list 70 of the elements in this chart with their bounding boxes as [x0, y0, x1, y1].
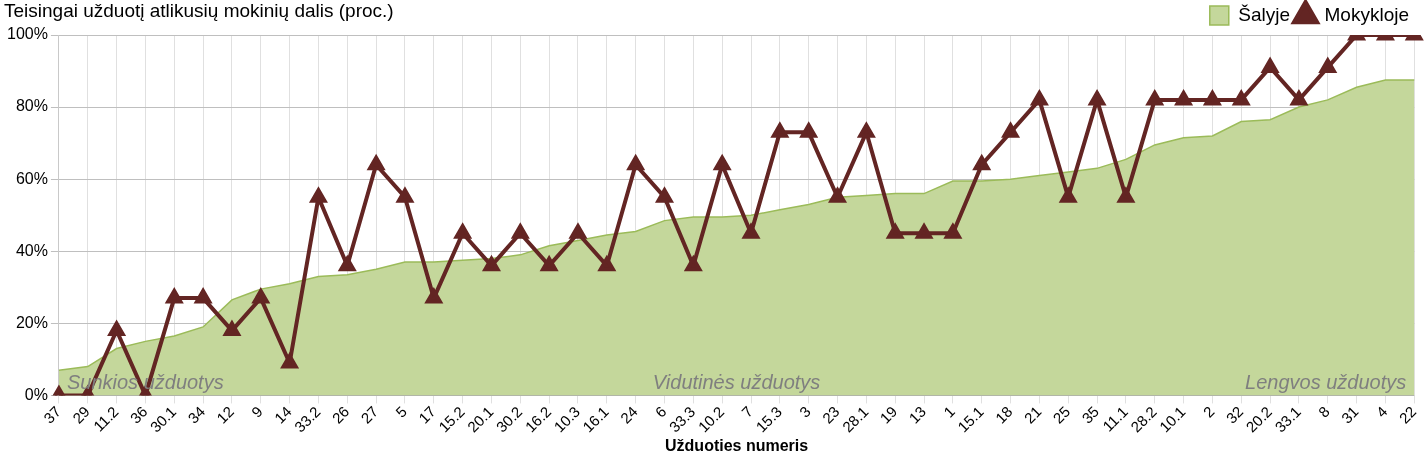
point: [482, 254, 501, 272]
x-tick-label: 2: [1199, 402, 1218, 421]
x-tick-label: 24: [616, 402, 641, 427]
x-tick-label: 26: [328, 402, 353, 427]
legend-label: Šalyje: [1238, 3, 1291, 25]
point: [1031, 90, 1048, 106]
point: [915, 224, 933, 239]
x-tick-label: 16.1: [579, 402, 612, 436]
point: [742, 224, 760, 239]
point: [569, 224, 587, 239]
point: [944, 224, 961, 239]
point: [195, 289, 212, 304]
point: [252, 289, 269, 304]
point: [684, 254, 703, 272]
x-tick-label: 19: [876, 402, 901, 427]
x-tick-label: 8: [1314, 402, 1333, 421]
point: [800, 123, 817, 138]
y-tick-label: 60%: [15, 169, 48, 187]
point: [626, 153, 645, 171]
y-tick-label: 0%: [24, 385, 48, 403]
point: [1117, 188, 1134, 203]
x-tick-label: 37: [40, 402, 64, 427]
y-tick-label: 40%: [15, 241, 48, 259]
point: [771, 123, 788, 138]
point: [310, 188, 327, 203]
x-tick-label: 18: [991, 402, 1016, 427]
legend-label: Mokykloje: [1324, 3, 1410, 25]
chart-title: Teisingai užduotį atlikusių mokinių dalis (proc.): [4, 0, 394, 22]
x-tick-label: 27: [357, 402, 382, 427]
point: [829, 188, 846, 203]
annotation: Lengvos užduotys: [1245, 370, 1407, 393]
point: [166, 289, 183, 304]
x-tick-label: 13: [905, 402, 930, 427]
point: [1262, 58, 1279, 73]
x-tick-label: 3: [795, 402, 814, 421]
x-tick-label: 32: [1222, 402, 1247, 427]
point: [1175, 90, 1192, 106]
point: [887, 224, 904, 239]
y-tick-label: 20%: [15, 313, 48, 331]
point: [512, 224, 529, 239]
x-tick-label: 9: [247, 402, 266, 421]
y-tick-label: 80%: [15, 97, 48, 115]
x-tick-label: 31: [1337, 402, 1362, 427]
point: [454, 224, 471, 239]
annotation: Vidutinės užduotys: [652, 370, 821, 393]
point: [1290, 90, 1307, 106]
x-tick-label: 12: [213, 402, 237, 427]
x-tick-label: 25: [1049, 402, 1074, 427]
x-tick-label: 17: [415, 402, 439, 427]
point: [425, 289, 442, 304]
x-tick-label: 5: [392, 402, 411, 421]
x-tick-label: 4: [1372, 402, 1391, 421]
point: [1204, 90, 1221, 106]
point: [858, 123, 875, 138]
x-tick-label: 34: [184, 402, 209, 427]
point: [1089, 90, 1106, 106]
point: [281, 353, 298, 369]
point: [1233, 90, 1250, 106]
x-tick-label: 33.1: [1271, 402, 1304, 436]
x-tick-label: 22: [1395, 402, 1420, 427]
x-axis-title: Užduoties numeris: [665, 436, 809, 454]
point: [656, 188, 673, 203]
point: [107, 319, 126, 337]
point: [1319, 58, 1336, 73]
point: [1146, 90, 1163, 106]
point: [1002, 123, 1019, 138]
x-tick-label: 21: [1020, 402, 1045, 427]
point: [396, 188, 414, 203]
point: [1060, 188, 1077, 203]
y-tick-label: 100%: [7, 25, 48, 43]
